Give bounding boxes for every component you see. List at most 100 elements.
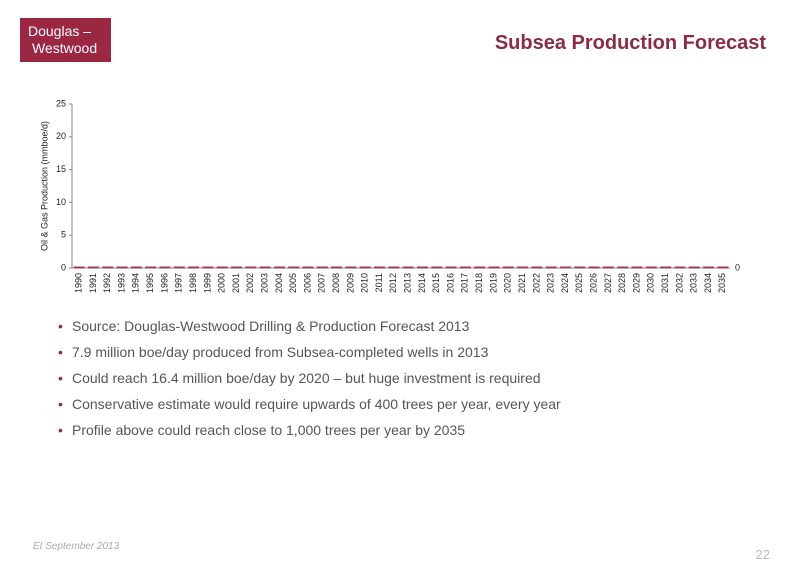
bar — [259, 266, 271, 269]
bar — [316, 266, 328, 269]
bar — [703, 266, 715, 269]
x-tick-label: 2022 — [531, 273, 541, 293]
x-tick-label: 1992 — [102, 273, 112, 293]
bar — [474, 266, 486, 269]
y-tick-label: 0 — [61, 262, 66, 272]
x-tick-label: 2019 — [488, 273, 498, 293]
bar — [559, 266, 572, 269]
x-tick-label: 2031 — [660, 273, 670, 293]
footer-note: EI September 2013 — [33, 541, 120, 552]
bar — [517, 266, 529, 269]
x-tick-label: 2000 — [217, 273, 227, 293]
y2-tick-label: 0 — [735, 262, 740, 272]
x-tick-label: 1995 — [145, 273, 155, 293]
bullet: Source: Douglas-Westwood Drilling & Prod… — [58, 316, 561, 342]
logo: Douglas – Westwood — [20, 18, 111, 62]
bullet: Conservative estimate would require upwa… — [58, 394, 561, 420]
x-tick-label: 2014 — [417, 273, 427, 293]
bar — [631, 266, 643, 269]
x-tick-label: 2033 — [689, 273, 699, 293]
y-tick-label: 20 — [56, 131, 66, 141]
bar — [145, 266, 157, 269]
bar — [130, 266, 142, 269]
bullet-list: Source: Douglas-Westwood Drilling & Prod… — [58, 316, 561, 446]
bar — [645, 266, 657, 269]
x-tick-label: 2017 — [460, 273, 470, 293]
bar — [502, 266, 514, 269]
bar — [230, 266, 243, 269]
x-tick-label: 2021 — [517, 273, 527, 293]
x-tick-label: 2027 — [603, 273, 613, 293]
bar — [688, 266, 700, 269]
bar — [602, 266, 614, 269]
x-tick-label: 2030 — [646, 273, 656, 293]
x-tick-label: 2018 — [474, 273, 484, 293]
bar — [302, 266, 314, 269]
chart: Oil & Gas Production (mmboe/d) 051015202… — [39, 98, 740, 293]
bar — [202, 266, 214, 269]
bar — [87, 266, 99, 269]
bar — [359, 266, 371, 269]
x-tick-label: 2002 — [245, 273, 255, 293]
x-tick-label: 1994 — [131, 273, 141, 293]
x-tick-label: 1996 — [159, 273, 169, 293]
x-tick-label: 2001 — [231, 273, 241, 293]
bar — [660, 266, 672, 269]
bar — [102, 266, 114, 269]
y-tick-label: 15 — [56, 164, 66, 174]
y-tick-label: 10 — [56, 197, 66, 207]
x-tick-label: 1997 — [174, 273, 184, 293]
bar — [273, 266, 285, 269]
bar — [288, 266, 300, 269]
x-tick-label: 1990 — [74, 273, 84, 293]
bar — [374, 266, 386, 269]
x-tick-label: 2010 — [360, 273, 370, 293]
x-tick-label: 2009 — [345, 273, 355, 293]
x-tick-label: 2003 — [259, 273, 269, 293]
bar — [588, 266, 600, 269]
bar — [674, 266, 686, 269]
bar — [545, 266, 557, 269]
x-tick-label: 2024 — [560, 273, 570, 293]
x-tick-label: 2023 — [546, 273, 556, 293]
x-tick-label: 2005 — [288, 273, 298, 293]
x-tick-label: 2035 — [717, 273, 727, 293]
bullet: Profile above could reach close to 1,000… — [58, 420, 561, 446]
bar — [245, 266, 257, 269]
bar — [188, 266, 200, 269]
x-tick-label: 2011 — [374, 273, 384, 292]
x-tick-label: 2029 — [631, 273, 641, 293]
bar — [73, 266, 85, 269]
bar — [116, 266, 128, 269]
bar — [345, 266, 357, 269]
x-tick-label: 2016 — [445, 273, 455, 293]
x-tick-label: 1993 — [116, 273, 126, 293]
bar — [445, 266, 457, 269]
x-tick-label: 2013 — [403, 273, 413, 293]
x-tick-label: 2004 — [274, 273, 284, 293]
x-tick-label: 2026 — [588, 273, 598, 293]
x-tick-label: 1998 — [188, 273, 198, 293]
x-tick-label: 2034 — [703, 273, 713, 293]
slide-title: Subsea Production Forecast — [494, 32, 766, 54]
bar — [173, 266, 185, 269]
bar — [431, 266, 443, 269]
bar — [459, 266, 471, 269]
bar — [617, 266, 629, 269]
bar — [331, 266, 343, 269]
x-tick-label: 2025 — [574, 273, 584, 293]
y-tick-label: 25 — [56, 98, 66, 108]
x-tick-label: 2006 — [302, 273, 312, 293]
x-tick-label: 2032 — [674, 273, 684, 293]
bullet: Could reach 16.4 million boe/day by 2020… — [58, 368, 561, 394]
bullet: 7.9 million boe/day produced from Subsea… — [58, 342, 561, 368]
x-tick-label: 2007 — [317, 273, 327, 293]
x-tick-label: 2028 — [617, 273, 627, 293]
bar — [416, 266, 428, 269]
bar — [159, 266, 171, 269]
y-tick-label: 5 — [61, 230, 66, 240]
x-tick-label: 1999 — [202, 273, 212, 293]
logo-line: Westwood — [32, 40, 98, 56]
x-tick-label: 2012 — [388, 273, 398, 293]
